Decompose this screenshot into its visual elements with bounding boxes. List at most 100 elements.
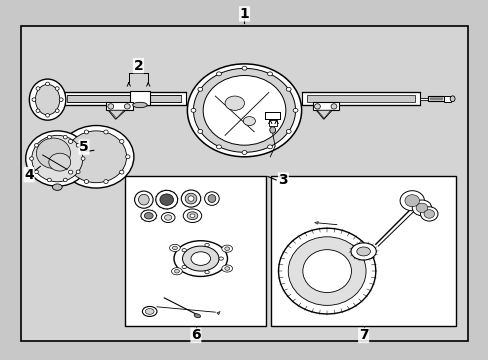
Ellipse shape: [404, 195, 419, 207]
Ellipse shape: [242, 66, 246, 70]
Polygon shape: [312, 103, 339, 111]
Ellipse shape: [103, 130, 108, 134]
Ellipse shape: [35, 170, 39, 174]
Ellipse shape: [68, 170, 73, 174]
Ellipse shape: [285, 130, 290, 134]
Ellipse shape: [47, 178, 51, 182]
Ellipse shape: [124, 104, 130, 109]
Ellipse shape: [198, 87, 203, 91]
Ellipse shape: [145, 309, 154, 314]
Ellipse shape: [55, 87, 59, 90]
Ellipse shape: [423, 210, 434, 218]
Ellipse shape: [132, 102, 147, 108]
Ellipse shape: [356, 247, 370, 256]
Ellipse shape: [160, 194, 173, 205]
Polygon shape: [306, 95, 414, 102]
Ellipse shape: [76, 170, 80, 174]
Ellipse shape: [45, 113, 49, 117]
Ellipse shape: [185, 193, 197, 204]
Ellipse shape: [36, 87, 40, 90]
Ellipse shape: [314, 104, 320, 109]
Ellipse shape: [66, 131, 126, 183]
Ellipse shape: [32, 135, 82, 182]
Text: 7: 7: [358, 328, 367, 342]
Ellipse shape: [138, 194, 149, 205]
Ellipse shape: [68, 139, 73, 143]
Ellipse shape: [222, 245, 232, 252]
Ellipse shape: [144, 212, 153, 219]
Text: 1: 1: [239, 7, 249, 21]
Ellipse shape: [191, 108, 196, 112]
Ellipse shape: [164, 215, 171, 220]
Ellipse shape: [62, 155, 67, 159]
Ellipse shape: [187, 212, 198, 220]
Ellipse shape: [134, 191, 153, 208]
Ellipse shape: [84, 130, 88, 134]
Ellipse shape: [49, 153, 71, 171]
Ellipse shape: [449, 96, 454, 102]
Ellipse shape: [174, 270, 179, 273]
Ellipse shape: [204, 243, 209, 247]
Ellipse shape: [35, 144, 39, 147]
Ellipse shape: [182, 249, 186, 252]
Text: 6: 6: [191, 328, 200, 342]
Ellipse shape: [190, 214, 195, 217]
Ellipse shape: [219, 257, 223, 260]
Ellipse shape: [174, 241, 227, 276]
Ellipse shape: [415, 203, 427, 212]
Ellipse shape: [55, 109, 59, 113]
Ellipse shape: [142, 306, 157, 316]
Ellipse shape: [224, 267, 229, 270]
Polygon shape: [108, 111, 125, 119]
Ellipse shape: [188, 196, 194, 201]
Ellipse shape: [45, 82, 49, 86]
Ellipse shape: [108, 104, 114, 109]
Ellipse shape: [411, 200, 431, 216]
Ellipse shape: [216, 145, 221, 149]
Ellipse shape: [30, 157, 33, 160]
Ellipse shape: [222, 265, 232, 272]
Polygon shape: [130, 91, 149, 105]
Ellipse shape: [242, 150, 246, 154]
Ellipse shape: [182, 246, 219, 271]
Ellipse shape: [243, 117, 255, 126]
Polygon shape: [301, 93, 419, 105]
Ellipse shape: [267, 145, 272, 149]
Bar: [271, 176, 455, 327]
Text: 2: 2: [133, 59, 143, 73]
Ellipse shape: [120, 170, 123, 174]
Ellipse shape: [399, 191, 424, 211]
Polygon shape: [317, 111, 330, 118]
Polygon shape: [419, 98, 427, 100]
Ellipse shape: [198, 130, 203, 134]
Ellipse shape: [47, 135, 51, 139]
Ellipse shape: [141, 210, 156, 221]
Ellipse shape: [287, 237, 366, 305]
Ellipse shape: [181, 190, 201, 207]
Ellipse shape: [81, 157, 85, 160]
Ellipse shape: [267, 72, 272, 76]
Bar: [125, 176, 266, 327]
Polygon shape: [62, 93, 186, 105]
Ellipse shape: [36, 109, 40, 113]
Ellipse shape: [156, 190, 177, 209]
Ellipse shape: [420, 207, 437, 221]
Ellipse shape: [302, 249, 351, 293]
Bar: [21, 26, 467, 341]
Ellipse shape: [36, 138, 70, 168]
Ellipse shape: [84, 180, 88, 184]
Ellipse shape: [183, 209, 201, 222]
Ellipse shape: [216, 72, 221, 76]
Ellipse shape: [29, 79, 66, 120]
Ellipse shape: [172, 246, 177, 250]
Polygon shape: [67, 95, 181, 102]
Ellipse shape: [59, 126, 134, 188]
Ellipse shape: [35, 85, 60, 115]
Ellipse shape: [207, 195, 215, 203]
Text: 5: 5: [79, 140, 89, 154]
Ellipse shape: [285, 87, 290, 91]
Ellipse shape: [350, 243, 375, 260]
Ellipse shape: [203, 76, 285, 145]
Ellipse shape: [204, 192, 219, 205]
Ellipse shape: [269, 127, 275, 133]
